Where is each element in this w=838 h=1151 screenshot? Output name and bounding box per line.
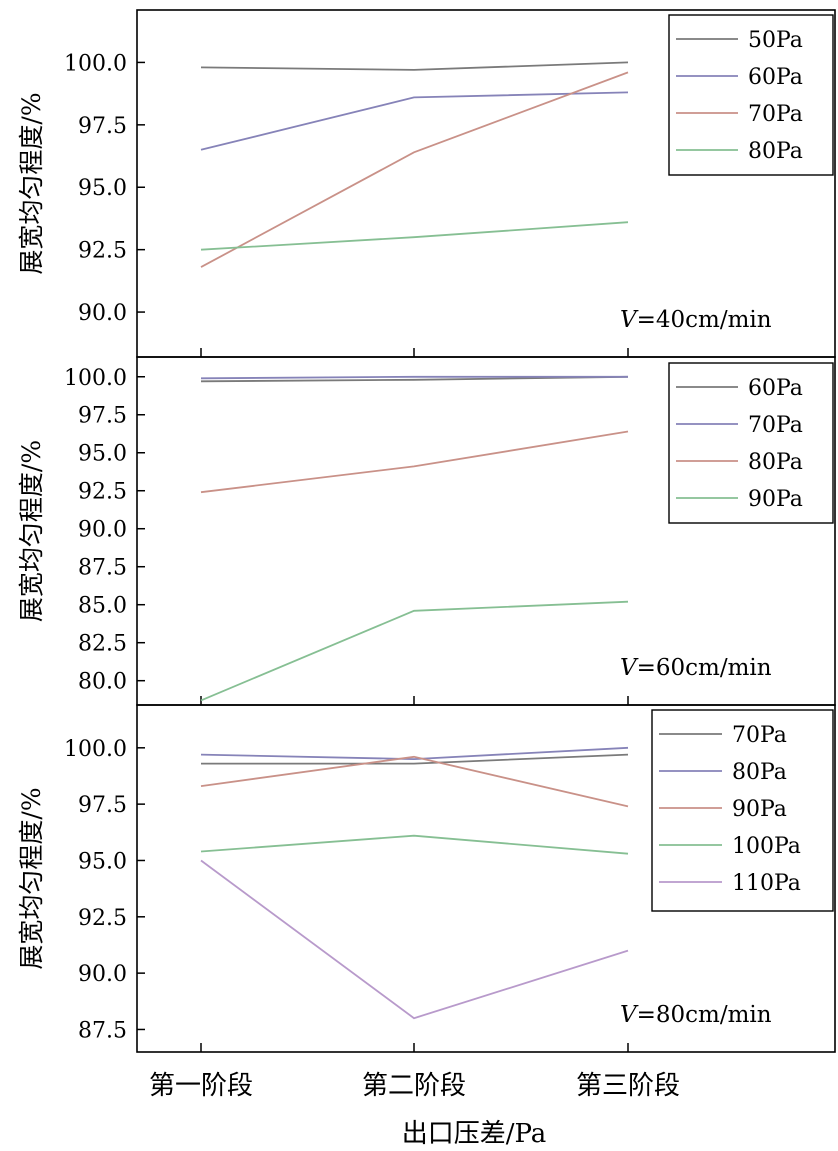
speed-annotation: V=40cm/min [620, 307, 772, 333]
legend-label-70Pa: 70Pa [748, 102, 803, 127]
legend-label-80Pa: 80Pa [748, 139, 803, 164]
legend-label-100Pa: 100Pa [732, 834, 801, 859]
series-line-60Pa [200, 91, 629, 151]
y-tick-label: 90.0 [78, 518, 127, 543]
y-tick-label: 97.5 [78, 793, 127, 818]
legend-label-110Pa: 110Pa [732, 871, 801, 896]
legend-label-80Pa: 80Pa [732, 760, 787, 785]
series-line-80Pa [200, 746, 629, 761]
plot-frame [136, 704, 836, 1053]
x-tick-label: 第三阶段 [576, 1071, 680, 1101]
y-axis-label: 展宽均匀程度/% [17, 92, 46, 274]
y-tick-label: 87.5 [78, 1018, 127, 1043]
x-tick-label: 第二阶段 [362, 1071, 466, 1101]
series-line-50Pa [200, 61, 629, 71]
series-line-70Pa [201, 753, 629, 765]
legend-label-80Pa: 80Pa [748, 450, 803, 475]
speed-annotation: V=60cm/min [620, 655, 772, 681]
y-axis-label: 展宽均匀程度/% [17, 440, 46, 622]
series-line-90Pa [200, 755, 629, 808]
series-line-110Pa [200, 859, 629, 1020]
y-tick-label: 92.5 [78, 480, 127, 505]
series-line-70Pa [200, 71, 629, 268]
series-line-60Pa [200, 375, 629, 383]
speed-annotation-value: =40cm/min [637, 307, 772, 333]
legend-label-70Pa: 70Pa [748, 413, 803, 438]
series-line-100Pa [200, 834, 629, 855]
speed-annotation-symbol: V [620, 655, 639, 681]
speed-annotation-value: =60cm/min [637, 655, 772, 681]
panel-3: 87.5 90.0 92.5 95.0 97.5 100.0 展宽均匀程度/% 70Pa 80P… [17, 704, 836, 1053]
series-line-80Pa [200, 221, 629, 251]
legend-label-60Pa: 60Pa [748, 376, 803, 401]
y-tick-label: 90.0 [78, 962, 127, 987]
y-tick-label: 87.5 [78, 556, 127, 581]
y-tick-label: 100.0 [64, 737, 127, 762]
y-tick-label: 97.5 [78, 114, 127, 139]
y-tick-label: 95.0 [78, 176, 127, 201]
y-tick-label: 90.0 [78, 301, 127, 326]
panel-1: 90.0 92.5 95.0 97.5 100.0 展宽均匀程度/% 50Pa 60Pa 70P… [17, 9, 836, 358]
legend-box [668, 362, 834, 524]
legend-label-90Pa: 90Pa [732, 797, 787, 822]
y-tick-label: 100.0 [64, 366, 127, 391]
y-axis-label: 展宽均匀程度/% [17, 787, 46, 969]
panel-2: 80.0 82.5 85.0 87.5 90.0 92.5 95.0 97.5 100.0 展宽均… [17, 356, 836, 706]
y-tick-label: 95.0 [78, 442, 127, 467]
legend-box [668, 14, 834, 176]
y-tick-label: 100.0 [64, 51, 127, 76]
x-tick-label: 第一阶段 [149, 1071, 253, 1101]
speed-annotation: V=80cm/min [620, 1002, 772, 1028]
speed-annotation-value: =80cm/min [637, 1002, 772, 1028]
x-axis-label: 出口压差/Pa [402, 1119, 547, 1149]
legend-box [651, 709, 834, 912]
legend-label-70Pa: 70Pa [732, 723, 787, 748]
y-tick-label: 95.0 [78, 849, 127, 874]
y-tick-label: 97.5 [78, 404, 127, 429]
y-tick-label: 85.0 [78, 594, 127, 619]
series-line-90Pa [200, 600, 629, 702]
series-line-70Pa [200, 375, 628, 380]
y-tick-label: 82.5 [78, 632, 127, 657]
speed-annotation-symbol: V [620, 1002, 639, 1028]
y-tick-label: 80.0 [78, 670, 127, 695]
legend-label-90Pa: 90Pa [748, 487, 803, 512]
y-tick-label: 92.5 [78, 906, 127, 931]
speed-annotation-symbol: V [620, 307, 639, 333]
legend-label-50Pa: 50Pa [748, 28, 803, 53]
y-tick-label: 92.5 [78, 239, 127, 264]
series-line-80Pa [200, 430, 629, 494]
legend-label-60Pa: 60Pa [748, 65, 803, 90]
